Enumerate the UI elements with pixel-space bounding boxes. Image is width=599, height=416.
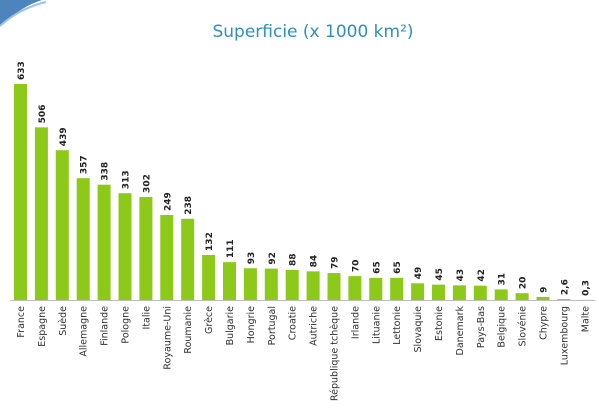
bar-22	[452, 285, 466, 300]
value-label-9: 238	[184, 196, 194, 215]
bar-16	[327, 273, 341, 300]
value-label-4: 357	[80, 155, 90, 174]
category-label-4: Allemagne	[79, 306, 90, 357]
category-label-22: Danemark	[455, 306, 466, 356]
category-label-18: Lituanie	[371, 306, 382, 344]
category-label-3: Suède	[58, 306, 69, 336]
category-label-26: Chypre	[539, 306, 550, 340]
value-label-24: 31	[498, 273, 508, 286]
value-label-14: 88	[289, 253, 299, 266]
category-label-27: Luxembourg	[559, 306, 570, 365]
value-label-12: 93	[247, 252, 257, 265]
category-label-1: France	[16, 306, 27, 338]
category-label-20: Slovaquie	[413, 306, 424, 353]
value-label-7: 302	[142, 174, 152, 193]
category-label-13: Portugal	[267, 306, 278, 345]
category-label-21: Estonie	[434, 306, 445, 341]
category-label-28: Malte	[580, 306, 591, 332]
bar-21	[432, 284, 445, 300]
bar-6	[118, 193, 132, 300]
category-label-23: Pays-Bas	[476, 306, 487, 348]
bar-24	[494, 289, 508, 300]
category-label-5: Finlande	[100, 306, 111, 346]
bar-7	[139, 196, 153, 300]
category-label-17: Irlande	[350, 306, 361, 339]
value-label-21: 45	[435, 268, 445, 281]
bar-13	[264, 268, 278, 300]
bar-3	[55, 150, 69, 300]
category-label-7: Italie	[141, 306, 152, 330]
value-label-28: 0,3	[581, 280, 591, 296]
category-label-25: Slovénie	[518, 306, 529, 347]
category-label-8: Royaume-Uni	[162, 306, 173, 370]
bars-group	[14, 84, 592, 301]
bar-1	[14, 84, 27, 300]
value-label-19: 65	[393, 261, 403, 274]
category-label-16: République tchèque	[330, 306, 341, 401]
category-label-11: Bulgarie	[225, 306, 236, 346]
category-label-9: Roumanie	[183, 306, 194, 354]
bar-11	[223, 262, 236, 300]
bar-10	[202, 254, 216, 300]
value-label-8: 249	[163, 192, 173, 211]
value-label-11: 111	[226, 239, 236, 258]
bar-27	[557, 299, 571, 300]
category-label-24: Belgique	[497, 306, 508, 348]
bar-8	[160, 215, 174, 300]
bar-15	[306, 271, 320, 300]
bar-20	[411, 283, 425, 300]
value-label-27: 2,6	[560, 279, 570, 295]
value-label-22: 43	[456, 269, 466, 282]
category-label-19: Lettonie	[392, 306, 403, 345]
value-label-23: 42	[477, 269, 487, 282]
value-label-13: 92	[268, 252, 278, 265]
bar-14	[285, 269, 299, 300]
bar-2	[34, 127, 48, 301]
value-label-26: 9	[540, 287, 550, 293]
value-label-25: 20	[519, 277, 529, 290]
category-label-12: Hongrie	[246, 306, 257, 344]
bar-4	[76, 178, 90, 300]
category-label-2: Espagne	[37, 306, 48, 347]
category-label-14: Croatie	[288, 306, 299, 340]
category-labels-group: France Espagne Suède Allemagne Finlande Polog…	[16, 306, 591, 401]
value-label-6: 313	[122, 170, 132, 189]
value-label-5: 338	[101, 162, 111, 181]
bar-25	[515, 293, 529, 300]
bar-18	[369, 277, 383, 300]
value-label-15: 84	[310, 255, 320, 268]
category-label-10: Grèce	[204, 306, 215, 334]
bar-9	[181, 218, 195, 300]
category-label-15: Autriche	[309, 306, 320, 346]
value-label-16: 79	[331, 257, 341, 270]
bar-17	[348, 276, 362, 300]
value-label-20: 49	[414, 267, 424, 280]
category-label-6: Pologne	[121, 306, 132, 344]
bar-26	[536, 296, 550, 300]
bar-12	[243, 268, 257, 300]
bar-23	[473, 285, 487, 300]
value-label-10: 132	[205, 232, 215, 251]
corner-swoosh-logo	[0, 0, 47, 27]
bar-5	[97, 184, 111, 300]
bar-19	[390, 277, 404, 300]
value-label-18: 65	[372, 261, 382, 274]
value-label-17: 70	[351, 260, 361, 273]
value-label-3: 439	[59, 127, 69, 146]
chart-title: Superficie (x 1000 km²)	[212, 22, 413, 42]
value-label-2: 506	[38, 105, 48, 124]
value-label-1: 633	[17, 61, 27, 80]
